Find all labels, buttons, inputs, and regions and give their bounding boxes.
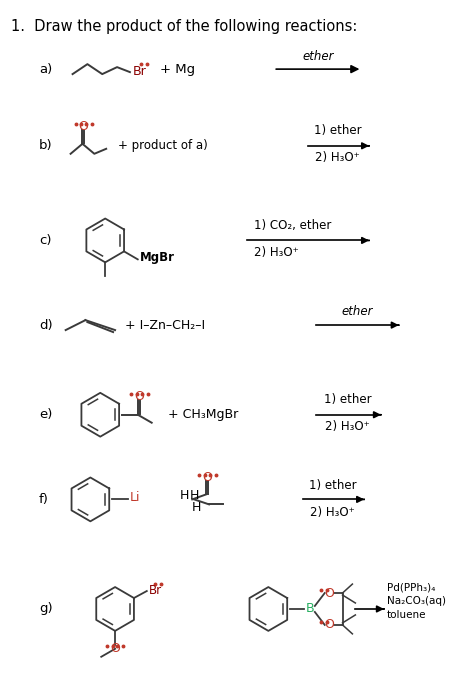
Text: 1) CO₂, ether: 1) CO₂, ether [254, 219, 331, 232]
Text: ether: ether [302, 50, 333, 63]
Text: + Mg: + Mg [160, 62, 195, 76]
Text: b): b) [39, 139, 53, 153]
Text: d): d) [39, 318, 53, 332]
Text: 1) ether: 1) ether [309, 479, 357, 492]
Text: a): a) [39, 62, 52, 76]
Text: toluene: toluene [387, 610, 426, 620]
Text: B: B [306, 603, 314, 615]
Text: 1) ether: 1) ether [314, 125, 362, 137]
Text: 1) ether: 1) ether [324, 393, 371, 406]
Text: O: O [325, 618, 335, 631]
Text: Pd(PPh₃)₄: Pd(PPh₃)₄ [387, 582, 435, 592]
Text: O: O [110, 643, 120, 655]
Text: f): f) [39, 493, 49, 506]
Text: 2) H₃O⁺: 2) H₃O⁺ [310, 506, 355, 519]
Text: e): e) [39, 408, 52, 421]
Text: + CH₃MgBr: + CH₃MgBr [168, 408, 238, 421]
Text: H: H [192, 501, 201, 514]
Text: Br: Br [149, 584, 162, 596]
Text: O: O [202, 471, 212, 484]
Text: Na₂CO₃(aq): Na₂CO₃(aq) [387, 596, 446, 606]
Text: + product of a): + product of a) [118, 139, 208, 153]
Text: 1.  Draw the product of the following reactions:: 1. Draw the product of the following rea… [11, 20, 357, 34]
Text: H: H [180, 489, 189, 502]
Text: 2) H₃O⁺: 2) H₃O⁺ [315, 151, 360, 164]
Text: O: O [79, 120, 88, 134]
Text: 2) H₃O⁺: 2) H₃O⁺ [254, 246, 298, 259]
Text: O: O [134, 391, 144, 403]
Text: Br: Br [133, 64, 147, 78]
Text: H: H [189, 489, 199, 502]
Text: c): c) [39, 234, 51, 247]
Text: + I–Zn–CH₂–I: + I–Zn–CH₂–I [125, 318, 205, 332]
Text: MgBr: MgBr [140, 251, 175, 264]
Text: 2) H₃O⁺: 2) H₃O⁺ [325, 420, 370, 433]
Text: g): g) [39, 603, 53, 615]
Text: O: O [325, 587, 335, 599]
Text: ether: ether [342, 304, 373, 318]
Text: Li: Li [130, 491, 140, 504]
